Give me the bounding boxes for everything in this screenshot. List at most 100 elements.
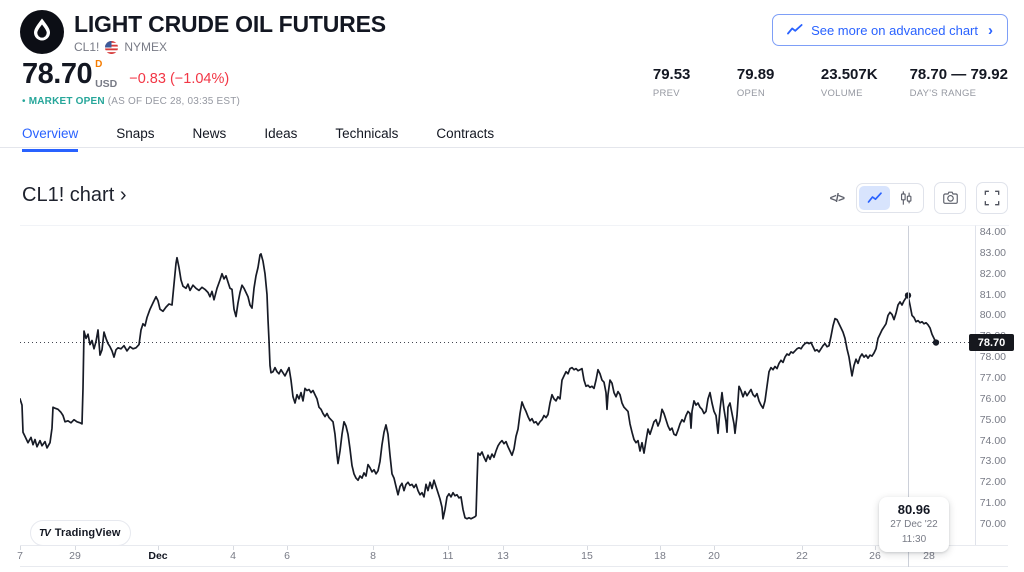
stat-label: PREV [652,88,680,99]
snapshot-button[interactable] [934,182,966,214]
x-axis-label: 15 [581,550,593,562]
y-axis-label: 70.00 [979,518,1006,530]
stats-row: 79.53 PREV 79.89 OPEN 23.507K VOLUME 78.70 — 7… [653,66,1008,99]
stat-value: 23.507K [820,66,878,83]
x-axis-label: 13 [497,550,509,562]
x-axis-label: 20 [708,550,720,562]
symbol-subtitle: CL1! NYMEX [74,40,386,54]
advanced-chart-button[interactable]: See more on advanced chart › [772,14,1008,46]
chart-title-link[interactable]: CL1! chart › [22,184,127,206]
currency-label: USD [95,77,118,90]
code-view-button[interactable]: </> [829,191,845,205]
x-axis-label: 26 [869,550,881,562]
stat-day-s-range: 78.70 — 79.92 DAY'S RANGE [910,66,1008,99]
y-axis-label: 77.00 [979,372,1006,384]
x-axis-tick [75,546,76,550]
tradingview-logo-icon: TV [39,527,51,539]
crosshair-tooltip: 80.96 27 Dec '22 11:30 [879,497,949,552]
last-price-tag: 78.70 [969,334,1014,352]
chart-toolbar: </> [828,182,1008,214]
tab-contracts[interactable]: Contracts [436,126,495,141]
x-axis-label: 29 [69,550,81,562]
tradingview-label: TradingView [54,527,121,539]
us-flag-icon [105,40,119,54]
tab-technicals[interactable]: Technicals [335,126,399,141]
stat-prev: 79.53 PREV [653,66,705,99]
x-axis-label: 7 [17,550,23,562]
x-axis-tick [503,546,504,550]
tooltip-time: 11:30 [901,533,927,545]
x-axis-tick [448,546,449,550]
y-axis-label: 84.00 [979,226,1006,238]
tabs-divider [0,147,1024,148]
x-axis-label: 22 [796,550,808,562]
candlestick-chart-type-button[interactable] [890,186,921,210]
y-axis-label: 82.00 [979,267,1006,280]
price-series-svg [20,253,975,520]
symbol-titles: LIGHT CRUDE OIL FUTURES CL1! NYMEX [74,10,386,54]
y-axis-label: 76.00 [979,392,1006,405]
y-axis-label: 74.00 [979,434,1006,447]
stat-value: 79.89 [736,66,775,83]
app-header: LIGHT CRUDE OIL FUTURES CL1! NYMEX [20,10,1008,54]
status-dot-icon: • [22,96,26,107]
exchange-name: NYMEX [124,40,168,55]
x-axis-tick [660,546,661,550]
last-price-dot [932,339,940,346]
quote-block: 78.70 D USD −0.83 (−1.04%) • MARKET OPEN … [22,60,240,108]
stat-label: OPEN [736,88,765,99]
x-axis-tick [875,546,876,550]
market-status-label: MARKET OPEN [28,96,105,107]
camera-icon [942,191,958,204]
chart-type-switch [856,183,924,213]
y-axis-label: 73.00 [979,455,1006,468]
market-status: • MARKET OPEN (AS OF DEC 28, 03:35 EST) [22,96,240,107]
chart-frame: 80.96 27 Dec '22 11:30 TV TradingView 84… [17,225,1014,567]
line-chart-type-button[interactable] [859,186,890,210]
price-annotations: D USD [95,60,117,89]
x-axis-tick [233,546,234,550]
price-axis[interactable]: 84.0083.0082.0081.0080.0079.0078.0077.00… [969,225,1014,546]
symbol-ticker: CL1! [74,40,100,55]
symbol-identity: LIGHT CRUDE OIL FUTURES CL1! NYMEX [20,10,386,54]
x-axis-label: 28 [923,550,935,562]
stat-value: 78.70 — 79.92 [909,66,1008,83]
tab-news[interactable]: News [192,126,227,141]
market-status-detail: (AS OF DEC 28, 03:35 EST) [107,96,241,107]
crosshair-line [908,226,909,567]
x-axis-label: 11 [442,550,454,562]
tab-snaps[interactable]: Snaps [116,126,155,141]
y-axis-label: 80.00 [979,309,1006,322]
tradingview-watermark[interactable]: TV TradingView [30,520,132,546]
x-axis-tick [714,546,715,550]
line-chart-icon [787,24,803,35]
fullscreen-button[interactable] [976,182,1008,214]
price-line-chart[interactable]: 80.96 27 Dec '22 11:30 TV TradingView [20,225,975,567]
tooltip-price: 80.96 [897,502,931,517]
fullscreen-icon [984,190,1000,206]
price-line: 78.70 D USD −0.83 (−1.04%) [22,60,240,89]
page-title: LIGHT CRUDE OIL FUTURES [74,11,386,37]
stat-label: VOLUME [820,88,863,99]
x-axis-label: 4 [230,550,236,562]
stat-volume: 23.507K VOLUME [821,66,878,99]
x-axis-tick [158,546,159,550]
x-axis-label: 8 [370,550,376,562]
y-axis-label: 72.00 [979,476,1006,489]
x-axis-tick [373,546,374,550]
stat-label: DAY'S RANGE [909,88,977,99]
x-axis-label: Dec [148,550,168,562]
x-axis-label: 18 [654,550,666,562]
tab-overview[interactable]: Overview [22,126,79,152]
price-series-line [20,253,937,520]
y-axis-label: 71.00 [979,497,1006,510]
y-axis-label: 83.00 [979,246,1006,259]
x-axis-label: 6 [284,550,290,562]
stat-value: 79.53 [652,66,691,83]
time-axis[interactable]: 7 29 Dec 4 6 8 11 13 15 18 20 22 26 28 [17,545,1008,567]
y-axis-label: 81.00 [979,288,1006,301]
tab-ideas[interactable]: Ideas [264,126,298,141]
tab-bar: Overview Snaps News Ideas Technicals Contract… [22,126,494,152]
interval-badge: D [95,59,103,70]
